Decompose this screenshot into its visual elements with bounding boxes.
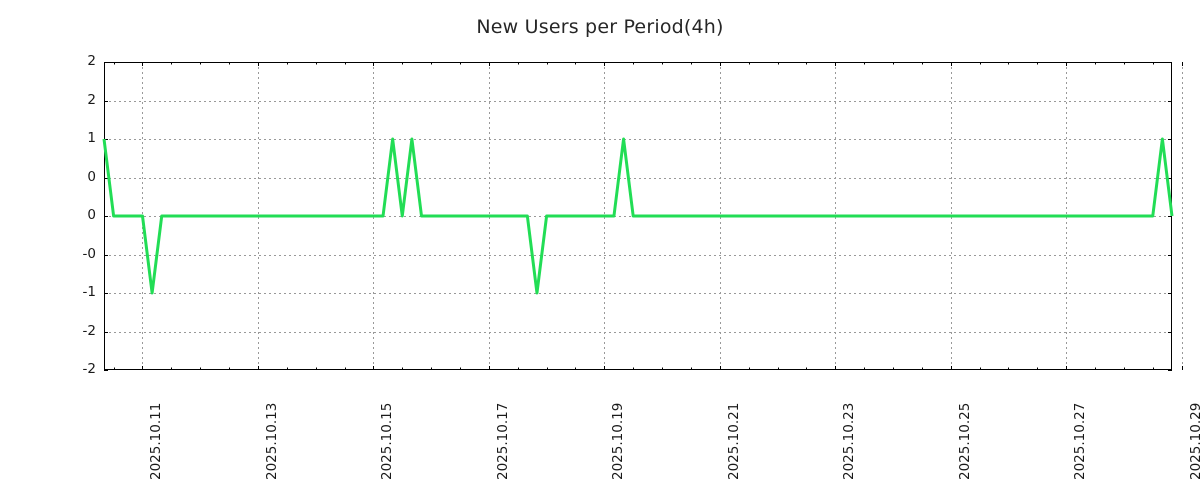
y-axis-tick-label: -2 [82, 361, 96, 377]
x-axis-tick-label: 2025.10.27 [1072, 402, 1089, 480]
data-series-line [102, 137, 1174, 295]
x-axis-tick-label: 2025.10.19 [610, 402, 627, 480]
y-axis-tick-label: 2 [87, 91, 96, 108]
x-axis-tick-label: 2025.10.25 [956, 402, 973, 480]
y-axis-tick-label: 1 [87, 130, 96, 146]
chart-title: New Users per Period(4h) [476, 16, 724, 38]
y-axis-tick-label: -2 [82, 322, 96, 339]
y-axis-tick-label: 0 [87, 168, 96, 185]
x-axis-tick-label: 2025.10.23 [841, 402, 858, 480]
x-gridlines [142, 62, 1183, 370]
y-axis-tick-label: 2 [87, 53, 96, 69]
x-axis-tick-label: 2025.10.11 [148, 402, 165, 480]
x-axis-tick-label: 2025.10.17 [494, 402, 511, 480]
x-axis-tick-label: 2025.10.13 [263, 402, 280, 480]
x-axis-tick-label: 2025.10.15 [379, 402, 396, 480]
y-axis-tick-label: 0 [87, 207, 96, 223]
x-axis-tick-label: 2025.10.29 [1187, 402, 1200, 480]
x-axis-tick-label: 2025.10.21 [725, 402, 742, 480]
y-axis-tick-label: -1 [82, 284, 96, 300]
y-axis-tick-label: -0 [82, 245, 96, 262]
